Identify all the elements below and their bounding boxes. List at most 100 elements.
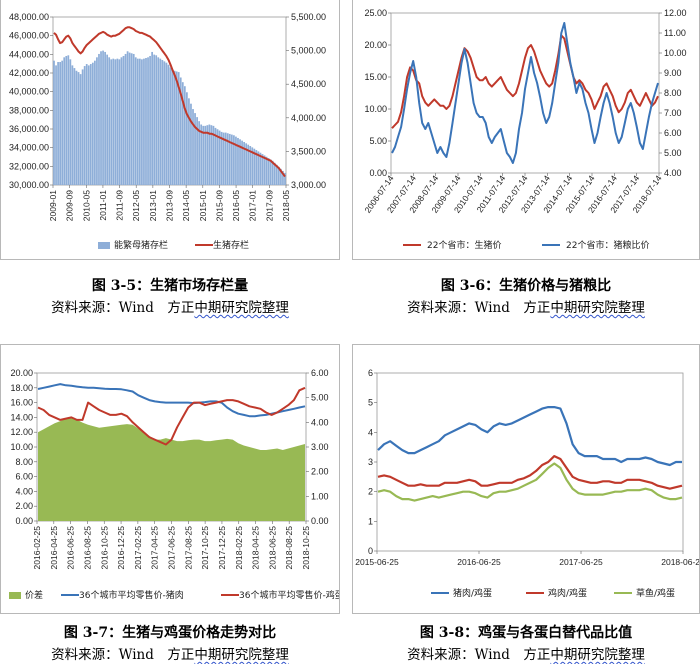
- y-right-tick-label: 6.00: [664, 128, 682, 138]
- bar: [200, 124, 203, 185]
- y-left-tick-label: 42,000.00: [9, 68, 49, 78]
- legend-item-3-label: 草鱼/鸡蛋: [636, 587, 675, 599]
- bar: [136, 58, 139, 185]
- y-left-tick-label: 20.00: [364, 40, 387, 50]
- x-tick-label: 2016-02-25: [32, 526, 42, 570]
- y-left-tick-label: 8.00: [15, 457, 33, 467]
- source-institute: 中期研究院整理: [550, 300, 645, 316]
- series-1-bars: [53, 50, 286, 186]
- y-right-tick-label: 11.00: [664, 28, 686, 38]
- bar: [53, 60, 55, 185]
- bar: [65, 55, 68, 186]
- bar: [271, 160, 274, 185]
- y-right-tick-label: 4.00: [664, 168, 682, 178]
- y-left-tick-label: 44,000.00: [9, 49, 49, 59]
- x-tick-label: 2018-06-25: [661, 557, 699, 567]
- bar: [282, 170, 284, 185]
- y-right-tick-label: 2.00: [311, 467, 329, 477]
- source-prefix: 资料来源：Wind 方正: [407, 300, 551, 316]
- x-tick-label: 2012-05: [131, 190, 141, 221]
- y-right-tick-label: 7.00: [664, 108, 682, 118]
- source-institute: 中期研究院整理: [550, 647, 645, 663]
- bar: [151, 51, 153, 185]
- legend-item-1-swatch: [98, 242, 110, 249]
- bar: [108, 57, 111, 185]
- figure-source-3-5: 资料来源：Wind 方正中期研究院整理: [0, 296, 340, 316]
- bar: [161, 60, 164, 186]
- bar: [183, 86, 186, 185]
- y-right-tick-label: 4,000.00: [291, 113, 326, 123]
- source-prefix: 资料来源：Wind 方正: [51, 647, 195, 663]
- bar: [190, 103, 192, 185]
- bar: [124, 53, 127, 186]
- bar: [130, 53, 133, 186]
- bar: [145, 57, 147, 185]
- bar: [253, 148, 256, 185]
- bar: [165, 62, 168, 185]
- series-3-line: [37, 386, 306, 446]
- x-tick-label: 2015-01: [198, 190, 208, 221]
- bar: [206, 125, 209, 185]
- x-tick-label: 2017-04-25: [150, 526, 160, 570]
- bar: [73, 68, 76, 185]
- bar: [122, 55, 125, 186]
- bar: [157, 57, 160, 185]
- y-left-tick-label: 5.00: [369, 136, 387, 146]
- bar: [226, 133, 229, 185]
- y-left-tick-label: 48,000.00: [9, 12, 49, 22]
- y-right-tick-label: 1.00: [311, 491, 329, 501]
- bar: [83, 66, 86, 185]
- x-tick-label: 2017-08-25: [183, 526, 193, 570]
- x-tick-label: 2015-09: [214, 190, 224, 221]
- legend-item-1-label: 22个省市：生猪价: [427, 239, 501, 251]
- bar: [269, 159, 272, 185]
- bar: [214, 127, 217, 185]
- y-left-tick-label: 0.00: [369, 168, 387, 178]
- bar: [77, 72, 80, 185]
- x-tick-label: 2014-05: [181, 190, 191, 221]
- bar: [175, 71, 178, 185]
- y-right-tick-label: 4,500.00: [291, 79, 326, 89]
- bar: [233, 135, 235, 185]
- bar: [228, 133, 231, 185]
- figure-caption-3-8: 图 3-8：鸡蛋与各蛋白替代品比值: [419, 625, 633, 641]
- bar: [284, 172, 286, 185]
- bar: [147, 57, 149, 185]
- bar: [132, 53, 135, 186]
- x-tick-label: 2018-06-25: [267, 526, 277, 570]
- bar: [120, 57, 123, 185]
- series-2-line: [391, 22, 659, 164]
- bar: [128, 52, 131, 186]
- y-left-tick-label: 20.00: [10, 368, 33, 378]
- x-tick-label: 2011-09: [115, 190, 125, 221]
- y-left-tick-label: 12.00: [10, 427, 33, 437]
- bar: [81, 69, 84, 185]
- x-tick-label: 2016-04-25: [49, 526, 59, 570]
- bar: [102, 50, 104, 185]
- bar: [138, 58, 141, 185]
- y-left-tick-label: 34,000.00: [9, 143, 49, 153]
- x-tick-label: 2016-08-25: [82, 526, 92, 570]
- y-right-tick-label: 8.00: [664, 88, 682, 98]
- chart-panel-hog-egg-price: 0.00 2.00 4.00 6.00 8.00 10.00 12.00 14.00 16.00…: [0, 344, 340, 614]
- series-1-area: [38, 417, 305, 521]
- bar: [247, 144, 250, 185]
- bar: [110, 59, 113, 185]
- bar: [218, 130, 221, 185]
- y-left-tick-label: 15.00: [364, 72, 387, 82]
- source-prefix: 资料来源：Wind 方正: [51, 300, 195, 316]
- series-1-line: [377, 406, 682, 467]
- bar: [235, 136, 237, 185]
- bar: [188, 98, 190, 185]
- bar: [222, 132, 225, 185]
- series-2-line: [37, 383, 306, 418]
- bar: [71, 65, 74, 185]
- bar: [280, 168, 282, 185]
- y-right-tick-label: 10.00: [664, 48, 687, 58]
- y-right-tick-label: 9.00: [664, 68, 682, 78]
- series-2-line: [377, 455, 683, 490]
- bar: [159, 58, 162, 185]
- bar: [216, 129, 219, 185]
- series-1-line: [391, 34, 659, 129]
- x-tick-label: 2009-01: [48, 190, 58, 221]
